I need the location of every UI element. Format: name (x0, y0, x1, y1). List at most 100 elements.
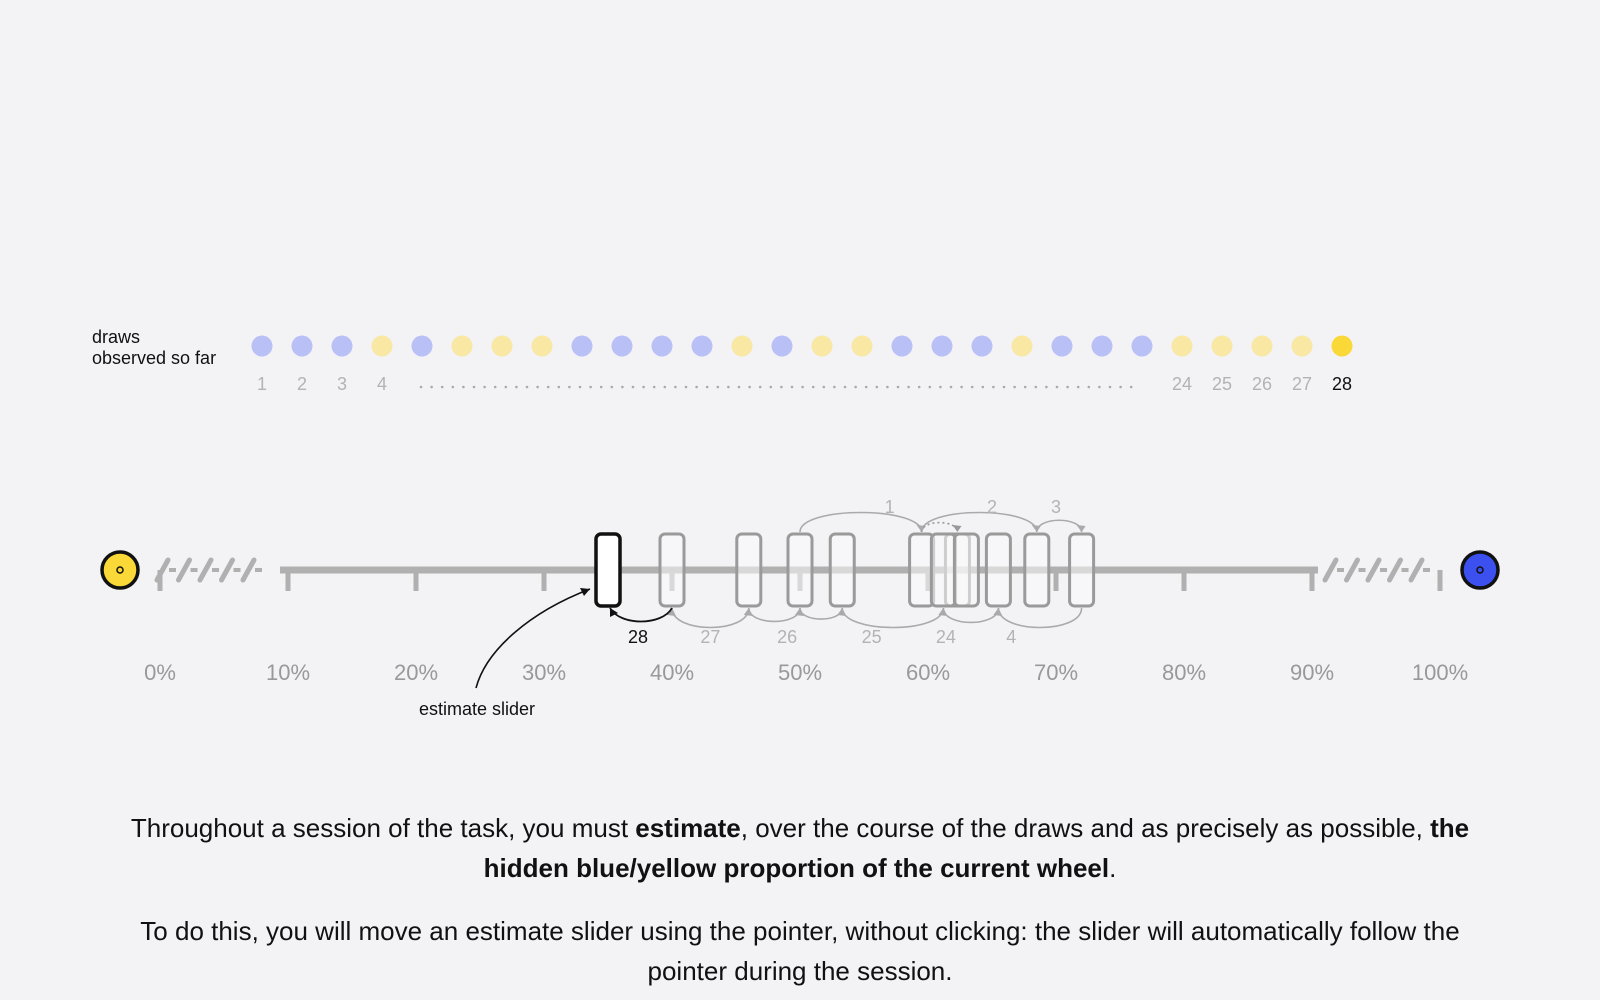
ellipsis-dot (578, 385, 582, 389)
estimate-draw-label: 4 (1006, 627, 1016, 647)
past-estimate-handle (1023, 532, 1051, 608)
ellipsis-dot (1087, 385, 1091, 389)
ellipsis-dot (1129, 385, 1133, 389)
estimate-arc (799, 607, 844, 620)
instruction-paragraph-1: Throughout a session of the task, you mu… (100, 808, 1500, 888)
ellipsis-dot (684, 385, 688, 389)
past-estimate-handle (929, 532, 957, 608)
estimate-draw-label: 24 (936, 627, 956, 647)
ellipsis-dot (663, 385, 667, 389)
scale-tick-label: 50% (778, 660, 822, 685)
scale-tick-label: 90% (1290, 660, 1334, 685)
draw-dot-3 (331, 335, 353, 357)
draw-dot-15 (811, 335, 833, 357)
draw-number: 3 (337, 374, 347, 394)
draw-dot-26 (1251, 335, 1273, 357)
draw-dot-13 (731, 335, 753, 357)
current-estimate-arc (609, 607, 673, 623)
ellipsis-dot (1055, 385, 1059, 389)
draw-dot-12 (691, 335, 713, 357)
scale-tick-label: 0% (144, 660, 176, 685)
ellipsis-dot (1045, 385, 1048, 389)
past-estimate-handle (786, 532, 814, 608)
annotation-arrowhead (580, 588, 590, 596)
ellipsis-dot (917, 385, 921, 389)
ellipsis-dot (833, 385, 836, 389)
ellipsis-dot (1023, 385, 1027, 389)
draws-label-2: observed so far (92, 348, 216, 368)
draw-dot-16 (851, 335, 873, 357)
ellipsis-dot (621, 385, 624, 389)
ellipsis-dot (695, 385, 698, 389)
ellipsis-dot (790, 385, 794, 389)
yellow-pole-icon-disc (100, 550, 140, 590)
draw-dot-7 (491, 335, 513, 357)
draw-dot-21 (1051, 335, 1073, 357)
estimate-arc (748, 607, 801, 623)
estimate-scale: 0% 10% 20% 30% 40% 50% 60% 70% 80% 90% 100% (100, 550, 1500, 685)
scale-tick-label: 60% (906, 660, 950, 685)
ellipsis-dot (589, 385, 592, 389)
past-estimate-handle (952, 532, 980, 608)
ellipsis-dot (1066, 385, 1069, 389)
draw-dot-17 (891, 335, 913, 357)
estimate-draw-label: 27 (700, 627, 720, 647)
estimate-arc (1036, 519, 1083, 533)
current-draw-label: 28 (628, 627, 648, 647)
instruction-paragraph-2: To do this, you will move an estimate sl… (140, 916, 1460, 986)
estimate-slider-label: estimate slider (419, 699, 535, 719)
estimate-slider-handle[interactable] (594, 532, 622, 608)
ellipsis-dot (822, 385, 826, 389)
estimate-arc (997, 607, 1083, 629)
draw-dot-18 (931, 335, 953, 357)
instruction-text: Throughout a session of the task, you mu… (130, 813, 636, 843)
ellipsis-dot (886, 385, 889, 389)
past-estimate-handle (1068, 532, 1096, 608)
ellipsis-dot (546, 385, 550, 389)
draw-number: 1 (257, 374, 267, 394)
draw-dot-10 (611, 335, 633, 357)
draw-dot-4 (371, 335, 393, 357)
ellipsis-dot (483, 385, 486, 389)
instruction-text: , over the course of the draws and as pr… (740, 813, 1431, 843)
estimate-draw-label: 25 (862, 627, 882, 647)
estimate-draw-label: 2 (987, 497, 997, 517)
blue-pole-icon-disc (1460, 550, 1500, 590)
ellipsis-dot (758, 385, 762, 389)
ellipsis-dot (949, 385, 953, 389)
draw-number: 4 (377, 374, 387, 394)
draw-dot-5 (411, 335, 433, 357)
ellipsis-dot (864, 385, 868, 389)
ellipsis-dot (875, 385, 879, 389)
ellipsis-dot (727, 385, 730, 389)
scale-hatch (1387, 557, 1403, 583)
scale-hatch (240, 557, 257, 583)
draw-dot-8 (531, 335, 553, 357)
scale-hatch (1344, 557, 1360, 583)
ellipsis-dot (716, 385, 720, 389)
draw-dot-2 (291, 335, 313, 357)
estimate-arc (841, 607, 945, 629)
ellipsis-dot (631, 385, 635, 389)
scale-tick-label: 10% (266, 660, 310, 685)
yellow-pole-icon (100, 550, 140, 590)
draw-dot-20 (1011, 335, 1033, 357)
estimate-arc (920, 511, 1038, 533)
ellipsis-dot (568, 385, 571, 389)
ellipsis-dot (769, 385, 773, 389)
ellipsis-dot (642, 385, 645, 389)
estimate-arc (942, 607, 1000, 624)
draw-dot-23 (1131, 335, 1153, 357)
ellipsis-dot (440, 385, 444, 389)
ellipsis-dot (504, 385, 508, 389)
ellipsis-dot (705, 385, 709, 389)
ellipsis-dot (430, 385, 433, 389)
ellipsis-dot (1002, 385, 1006, 389)
estimate-arc-arrowhead (952, 525, 962, 532)
past-estimate-handle (735, 532, 763, 608)
ellipsis-dot (970, 385, 974, 389)
estimate-history: 1 2 3 27 26 25 24 4 28 (594, 497, 1096, 647)
ellipsis-dot (960, 385, 963, 389)
slider-annotation: estimate slider (419, 588, 591, 719)
current-estimate-arrowhead (610, 608, 618, 617)
